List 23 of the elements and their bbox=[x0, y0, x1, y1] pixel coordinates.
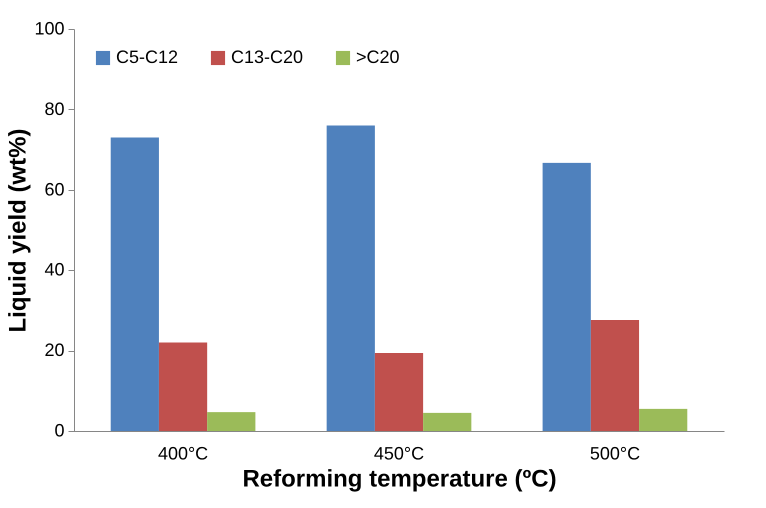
y-tick-label: 100 bbox=[34, 18, 64, 38]
y-tick-label: 40 bbox=[44, 260, 64, 280]
y-axis-title: Liquid yield (wt%) bbox=[4, 128, 32, 332]
legend-label: C5-C12 bbox=[116, 47, 178, 67]
bar bbox=[207, 412, 256, 431]
bar bbox=[542, 162, 591, 431]
legend-label: C13-C20 bbox=[231, 47, 304, 67]
x-tick-label: 500°C bbox=[590, 444, 640, 464]
y-tick-label: 80 bbox=[44, 98, 64, 119]
bar bbox=[374, 353, 424, 431]
x-tick-label: 400°C bbox=[158, 444, 208, 464]
bar bbox=[639, 408, 688, 431]
x-axis-title: Reforming temperature (ºC) bbox=[242, 466, 557, 492]
legend-label: >C20 bbox=[356, 47, 400, 67]
bar bbox=[158, 342, 208, 431]
y-tick-label: 60 bbox=[44, 179, 64, 200]
bar bbox=[590, 320, 640, 431]
bar bbox=[423, 412, 472, 431]
bar bbox=[110, 138, 159, 431]
y-tick-label: 20 bbox=[44, 340, 64, 360]
bar bbox=[326, 125, 375, 431]
y-tick-label: 0 bbox=[54, 420, 64, 440]
x-tick-label: 450°C bbox=[374, 444, 424, 464]
